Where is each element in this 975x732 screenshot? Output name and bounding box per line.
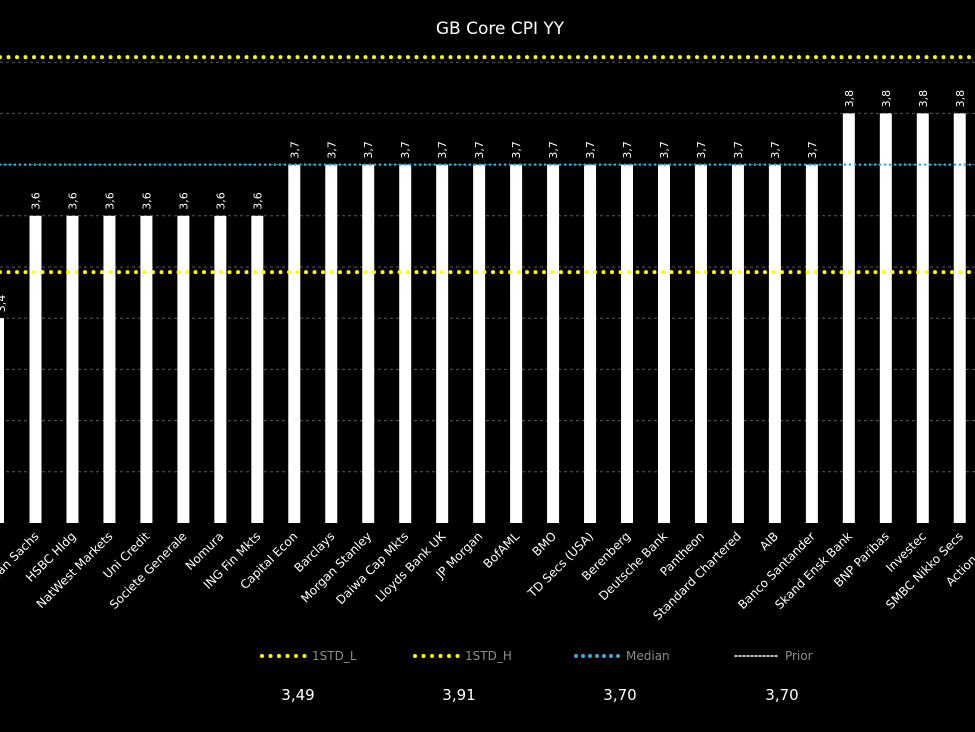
bar-0 — [29, 215, 42, 524]
data-label-9: 3,7 — [362, 141, 375, 159]
data-label-0: 3,6 — [30, 192, 43, 210]
bar-24 — [916, 113, 929, 524]
data-label-25: 3,8 — [954, 90, 967, 108]
category-label-14: BMO — [529, 529, 559, 559]
legend-label-1: 1STD_H — [465, 649, 512, 663]
legend: 1STD_L 3,49 1STD_H 3,91 Median 3,70 Prior 3,70 — [260, 649, 813, 704]
bar-partial — [0, 318, 4, 523]
data-label-10: 3,7 — [399, 141, 412, 159]
category-label-13: BofAML — [480, 529, 522, 571]
legend-label-0: 1STD_L — [312, 649, 357, 663]
bar-6 — [251, 215, 264, 524]
category-label-20: AIB — [757, 529, 781, 553]
bar-4 — [177, 215, 190, 524]
bar-14 — [547, 164, 560, 523]
bar-1 — [66, 215, 79, 524]
reference-lines — [0, 55, 975, 275]
bars-group — [0, 113, 966, 524]
data-label-15: 3,7 — [584, 141, 597, 159]
bar-3 — [140, 215, 153, 524]
data-label-3: 3,6 — [140, 192, 153, 210]
data-label-8: 3,7 — [325, 141, 338, 159]
data-label-20: 3,7 — [769, 141, 782, 159]
data-label-17: 3,7 — [658, 141, 671, 159]
legend-label-2: Median — [626, 649, 670, 663]
chart-title: GB Core CPI YY — [436, 19, 565, 39]
bar-15 — [584, 164, 597, 523]
data-label-4: 3,6 — [177, 192, 190, 210]
legend-label-3: Prior — [785, 649, 813, 663]
data-label-11: 3,7 — [436, 141, 449, 159]
data-label-14: 3,7 — [547, 141, 560, 159]
bar-8 — [325, 164, 338, 523]
data-label-1: 3,6 — [66, 192, 79, 210]
bar-25 — [953, 113, 966, 524]
data-label-16: 3,7 — [621, 141, 634, 159]
legend-value-2: 3,70 — [603, 686, 636, 704]
bar-2 — [103, 215, 116, 524]
data-label-2: 3,6 — [103, 192, 116, 210]
data-label-21: 3,7 — [806, 141, 819, 159]
bar-5 — [214, 215, 227, 524]
data-label-7: 3,7 — [288, 141, 301, 159]
data-label-13: 3,7 — [510, 141, 523, 159]
bar-21 — [805, 164, 818, 523]
bar-12 — [473, 164, 486, 523]
bar-10 — [399, 164, 412, 523]
data-label-24: 3,8 — [917, 90, 930, 108]
bar-13 — [510, 164, 523, 523]
bar-23 — [879, 113, 892, 524]
legend-value-0: 3,49 — [281, 686, 314, 704]
data-label-23: 3,8 — [880, 90, 893, 108]
data-label-22: 3,8 — [843, 90, 856, 108]
category-label-15: TD Secs (USA) — [525, 529, 597, 601]
gridlines — [0, 61, 975, 473]
bar-19 — [731, 164, 744, 523]
bar-9 — [362, 164, 375, 523]
bar-17 — [657, 164, 670, 523]
bar-11 — [436, 164, 449, 523]
bar-22 — [842, 113, 855, 524]
data-label-partial: 3,4 — [0, 295, 8, 313]
data-labels: 3,4 3,6 3,6 3,6 3,6 3,6 3,6 3,6 3,7 3,7 3,7 3,7 3,7 3… — [0, 90, 967, 312]
data-label-6: 3,6 — [251, 192, 264, 210]
bar-16 — [621, 164, 634, 523]
bar-20 — [768, 164, 781, 523]
legend-value-1: 3,91 — [442, 686, 475, 704]
data-label-19: 3,7 — [732, 141, 745, 159]
data-label-18: 3,7 — [695, 141, 708, 159]
data-label-12: 3,7 — [473, 141, 486, 159]
legend-value-3: 3,70 — [765, 686, 798, 704]
bar-18 — [694, 164, 707, 523]
bar-7 — [288, 164, 301, 523]
data-label-5: 3,6 — [214, 192, 227, 210]
